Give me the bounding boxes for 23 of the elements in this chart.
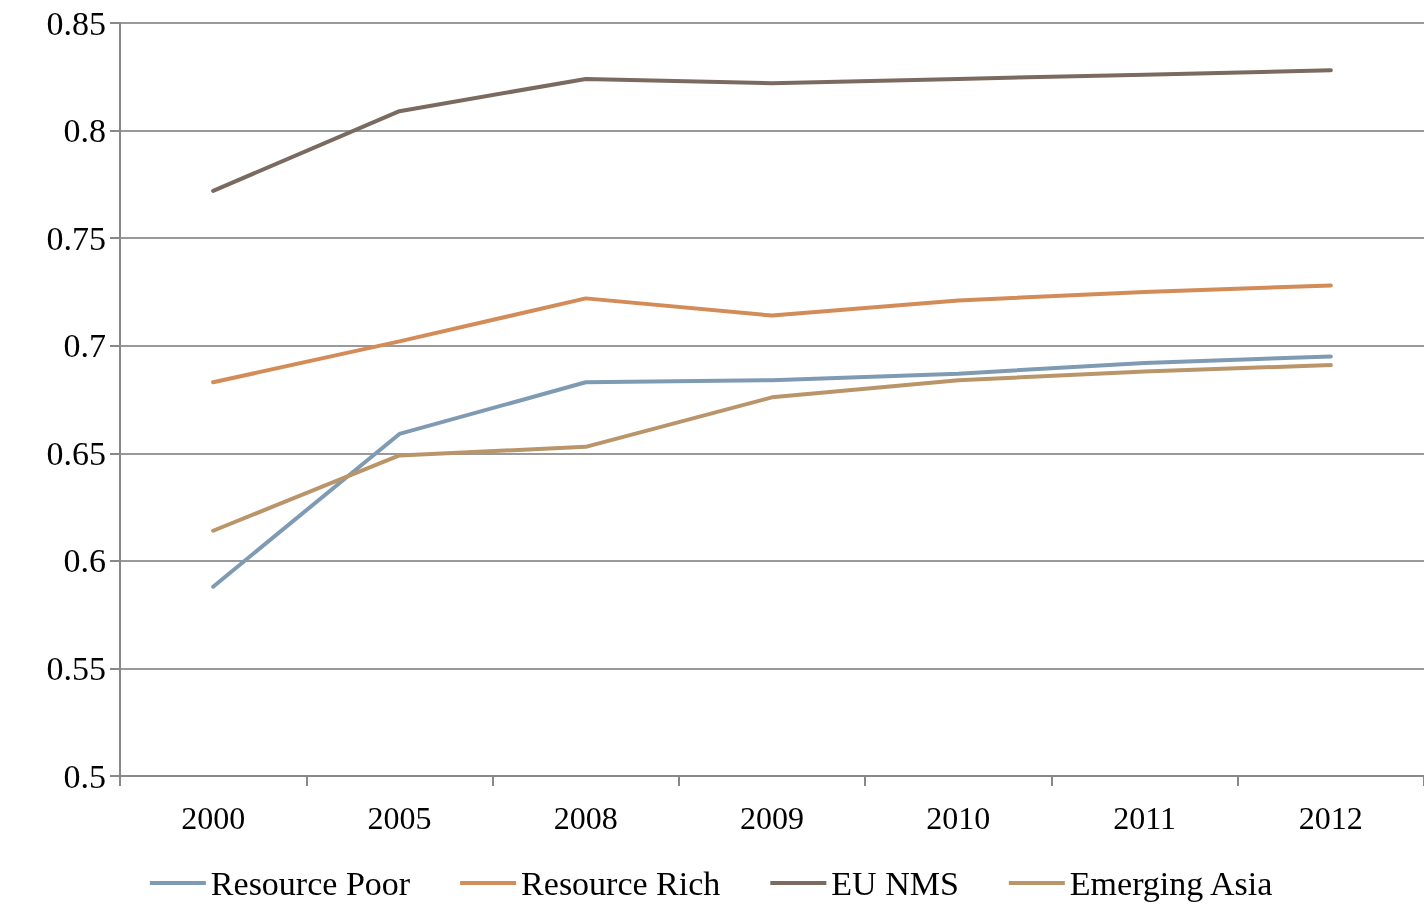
line-series: [211, 354, 1333, 589]
line-series: [211, 68, 1333, 193]
y-tick-label: 0.85: [46, 4, 106, 42]
y-tick-label: 0.6: [63, 542, 106, 580]
y-tick-label: 0.5: [63, 757, 106, 795]
x-tick-label: 2011: [1113, 800, 1176, 836]
x-tick-label: 2005: [367, 800, 432, 836]
x-tick-label: 2008: [553, 800, 618, 836]
x-tick-label: 2012: [1298, 800, 1363, 836]
legend-label: EU NMS: [831, 864, 959, 902]
line-series: [211, 283, 1333, 385]
y-tick-label: 0.75: [46, 219, 106, 257]
x-tick-label: 2000: [181, 800, 246, 836]
legend-label: Resource Rich: [521, 864, 721, 902]
x-tick-label: 2010: [926, 800, 991, 836]
y-tick-label: 0.65: [46, 434, 106, 472]
y-tick-label: 0.55: [46, 649, 106, 687]
y-tick-label: 0.8: [63, 112, 106, 150]
y-tick-label: 0.7: [63, 327, 106, 365]
legend-label: Emerging Asia: [1069, 864, 1273, 902]
x-tick-label: 2009: [740, 800, 804, 836]
legend-label: Resource Poor: [210, 864, 411, 902]
line-series: [211, 363, 1333, 533]
